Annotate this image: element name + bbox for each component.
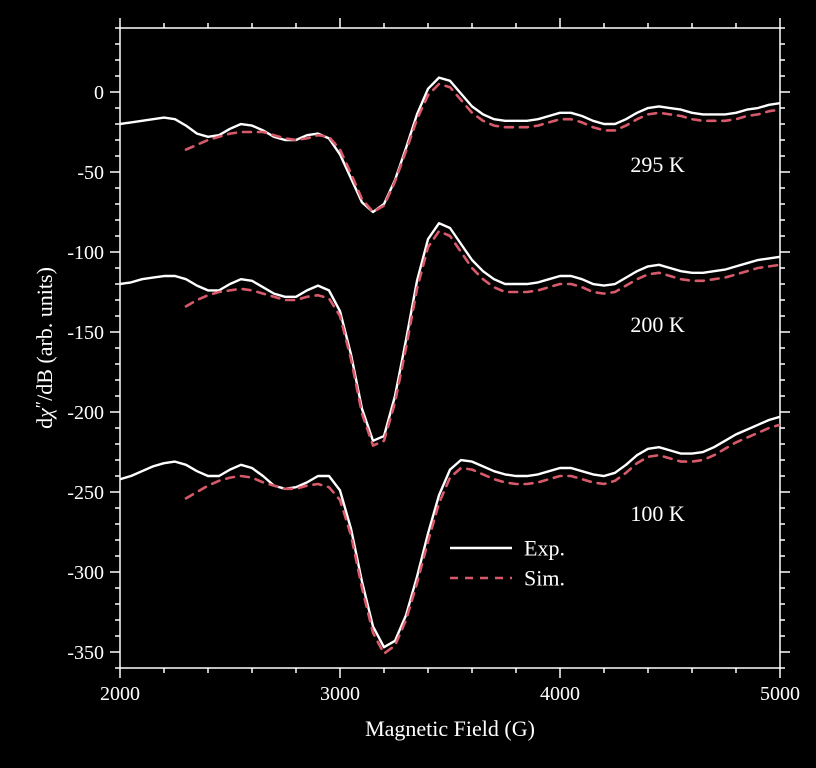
chart-svg: 2000 3000 4000 5000 Magnetic Field (G) -350 -3… xyxy=(0,0,816,768)
y-tick-label: 0 xyxy=(94,82,104,104)
y-tick-label: -250 xyxy=(67,482,104,504)
y-tick-label: -50 xyxy=(77,162,104,184)
annotation-2: 100 K xyxy=(630,501,685,526)
annotation-0: 295 K xyxy=(630,152,685,177)
y-tick-label: -200 xyxy=(67,402,104,424)
x-tick-label: 3000 xyxy=(320,683,360,705)
annotation-1: 200 K xyxy=(630,312,685,337)
chart-container: { "chart": { "type": "line", "width": 81… xyxy=(0,0,816,768)
y-tick-label: -300 xyxy=(67,562,104,584)
x-axis-label: Magnetic Field (G) xyxy=(365,716,535,741)
y-tick-label: -350 xyxy=(67,642,104,664)
x-tick-label: 2000 xyxy=(100,683,140,705)
y-tick-label: -100 xyxy=(67,242,104,264)
x-tick-label: 5000 xyxy=(760,683,800,705)
legend-label-solid: Exp. xyxy=(524,536,565,561)
x-tick-label: 4000 xyxy=(540,683,580,705)
legend-label-dash: Sim. xyxy=(524,566,565,591)
y-tick-label: -150 xyxy=(67,322,104,344)
